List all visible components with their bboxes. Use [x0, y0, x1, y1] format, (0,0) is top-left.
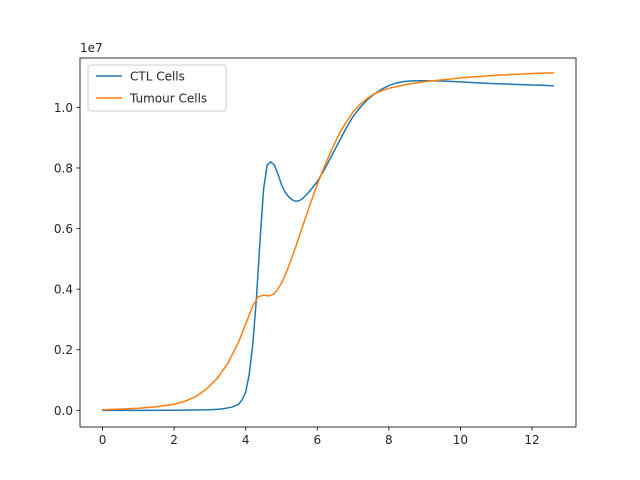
- plot-frame: [79, 57, 577, 428]
- y-tick-label: 0.2: [54, 343, 73, 357]
- x-axis: 0 2 4 6 8 10 12: [99, 427, 540, 447]
- legend: CTL Cells Tumour Cells: [87, 64, 227, 112]
- y-tick-label: 0.8: [54, 161, 73, 175]
- x-tick-label: 2: [170, 433, 178, 447]
- x-tick-label: 6: [313, 433, 321, 447]
- y-offset-label: 1e7: [80, 41, 103, 55]
- legend-box: [87, 64, 227, 112]
- series-layer: [101, 72, 555, 412]
- x-tick-label: 10: [453, 433, 468, 447]
- series-line-2: [101, 72, 555, 411]
- y-tick-label: 0.6: [54, 222, 73, 236]
- y-tick-label: 1.0: [54, 101, 73, 115]
- legend-label-2: Tumour Cells: [129, 92, 207, 106]
- x-tick-label: 0: [99, 433, 107, 447]
- x-tick-label: 4: [242, 433, 250, 447]
- legend-label-1: CTL Cells: [130, 70, 185, 84]
- x-tick-label: 12: [524, 433, 539, 447]
- series-line-1: [101, 79, 555, 412]
- x-tick-label: 8: [385, 433, 393, 447]
- y-tick-label: 0.4: [54, 283, 73, 297]
- y-tick-label: 0.0: [54, 404, 73, 418]
- y-axis: 0.0 0.2 0.4 0.6 0.8 1.0: [54, 101, 80, 418]
